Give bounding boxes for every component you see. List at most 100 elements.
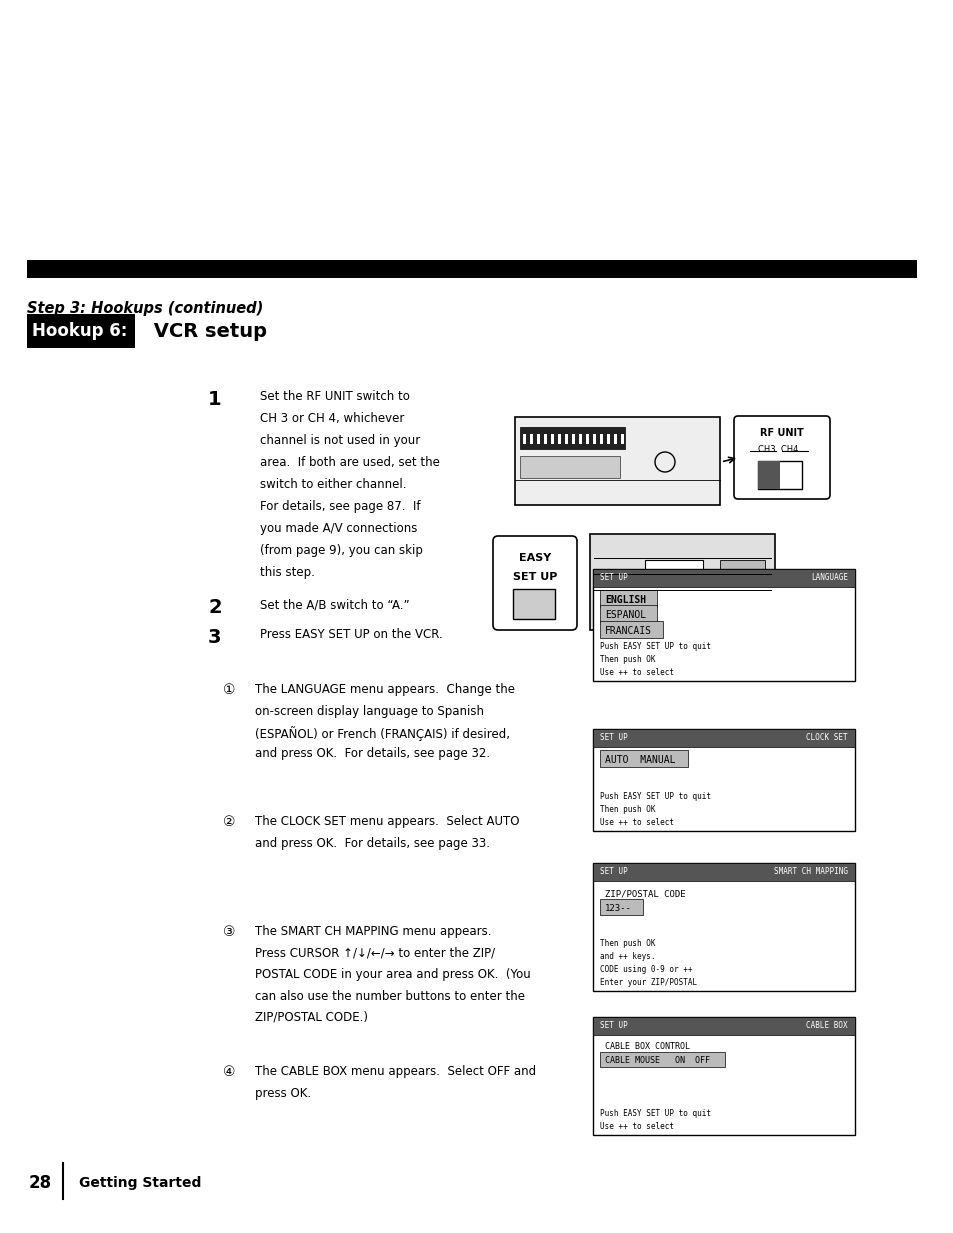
Text: (ESPAÑOL) or French (FRANÇAIS) if desired,: (ESPAÑOL) or French (FRANÇAIS) if desire… [254, 726, 510, 741]
Text: POSTAL CODE in your area and press OK.  (You: POSTAL CODE in your area and press OK. (… [254, 968, 530, 981]
Text: Push EASY SET UP to quit: Push EASY SET UP to quit [599, 1108, 710, 1118]
Text: RF UNIT: RF UNIT [760, 428, 803, 438]
Bar [593, 568, 854, 681]
Text: 1: 1 [208, 390, 221, 409]
Bar [593, 568, 854, 587]
Text: switch to either channel.: switch to either channel. [260, 478, 406, 491]
Text: VCR setup: VCR setup [147, 322, 267, 340]
Text: CH 3 or CH 4, whichever: CH 3 or CH 4, whichever [260, 412, 404, 425]
Text: Then push OK: Then push OK [599, 805, 655, 814]
Text: (from page 9), you can skip: (from page 9), you can skip [260, 544, 422, 557]
Bar [599, 591, 657, 607]
Bar [530, 434, 532, 444]
Text: ENGLISH: ENGLISH [604, 594, 645, 605]
Text: CABLE BOX: CABLE BOX [805, 1021, 847, 1031]
Text: and press OK.  For details, see page 32.: and press OK. For details, see page 32. [254, 747, 490, 761]
Text: ESPANOL: ESPANOL [604, 610, 645, 620]
Bar [593, 729, 854, 746]
Text: Use ++ to select: Use ++ to select [599, 668, 673, 677]
Text: Use ++ to select: Use ++ to select [599, 817, 673, 827]
Bar [593, 434, 595, 444]
Text: ①: ① [223, 683, 235, 697]
Text: FRANCAIS: FRANCAIS [604, 625, 651, 636]
Bar [599, 750, 687, 767]
Text: SET UP: SET UP [599, 867, 627, 877]
Bar [513, 589, 555, 619]
Bar [599, 620, 662, 637]
Text: SMART CH MAPPING: SMART CH MAPPING [773, 867, 847, 877]
Text: SET UP: SET UP [599, 573, 627, 582]
Bar [27, 314, 135, 348]
Text: The SMART CH MAPPING menu appears.: The SMART CH MAPPING menu appears. [254, 925, 491, 938]
Text: Then push OK: Then push OK [599, 938, 655, 947]
Bar [515, 417, 720, 506]
Text: Press CURSOR ↑/↓/←/→ to enter the ZIP/: Press CURSOR ↑/↓/←/→ to enter the ZIP/ [254, 947, 495, 959]
Text: CLOCK SET: CLOCK SET [805, 734, 847, 742]
Text: you made A/V connections: you made A/V connections [260, 522, 417, 535]
Bar [599, 434, 602, 444]
Text: Enter your ZIP/POSTAL: Enter your ZIP/POSTAL [599, 978, 697, 986]
Text: this step.: this step. [260, 566, 314, 580]
FancyBboxPatch shape [493, 536, 577, 630]
Bar [593, 863, 854, 880]
Text: Step 3: Hookups (continued): Step 3: Hookups (continued) [27, 301, 263, 316]
Bar [758, 461, 801, 490]
Bar [519, 456, 619, 478]
Text: ZIP/POSTAL CODE.): ZIP/POSTAL CODE.) [254, 1011, 368, 1023]
Text: SET UP: SET UP [513, 572, 557, 582]
Text: CABLE MOUSE   ON  OFF: CABLE MOUSE ON OFF [604, 1055, 709, 1065]
Text: area.  If both are used, set the: area. If both are used, set the [260, 456, 439, 469]
Text: The CLOCK SET menu appears.  Select AUTO: The CLOCK SET menu appears. Select AUTO [254, 815, 519, 829]
Bar [606, 434, 609, 444]
Text: Push EASY SET UP to quit: Push EASY SET UP to quit [599, 792, 710, 800]
Bar [620, 434, 623, 444]
Text: press OK.: press OK. [254, 1086, 311, 1100]
Bar [644, 560, 702, 586]
Text: EASY: EASY [518, 552, 551, 563]
Text: and press OK.  For details, see page 33.: and press OK. For details, see page 33. [254, 836, 490, 850]
Text: Set the A/B switch to “A.”: Set the A/B switch to “A.” [260, 598, 409, 612]
Bar [578, 434, 581, 444]
FancyBboxPatch shape [733, 416, 829, 499]
Text: 3: 3 [208, 628, 221, 647]
Bar [593, 863, 854, 991]
Text: CABLE BOX CONTROL: CABLE BOX CONTROL [604, 1042, 689, 1052]
Text: Hookup 6:: Hookup 6: [32, 322, 128, 340]
Bar [551, 434, 553, 444]
Text: The LANGUAGE menu appears.  Change the: The LANGUAGE menu appears. Change the [254, 683, 515, 695]
Text: Use ++ to select: Use ++ to select [599, 1122, 673, 1131]
Bar [599, 1052, 724, 1067]
Text: on-screen display language to Spanish: on-screen display language to Spanish [254, 704, 483, 718]
Bar [589, 534, 774, 630]
Bar [572, 434, 574, 444]
Text: The CABLE BOX menu appears.  Select OFF and: The CABLE BOX menu appears. Select OFF a… [254, 1065, 536, 1078]
Bar [522, 434, 525, 444]
Text: Then push OK: Then push OK [599, 655, 655, 663]
Text: AUTO  MANUAL: AUTO MANUAL [604, 755, 675, 764]
Text: Getting Started: Getting Started [79, 1176, 201, 1190]
Bar [758, 461, 780, 490]
Text: Set the RF UNIT switch to: Set the RF UNIT switch to [260, 390, 410, 403]
Text: For details, see page 87.  If: For details, see page 87. If [260, 501, 420, 513]
Bar [599, 899, 642, 915]
Bar [593, 1017, 854, 1136]
Text: ④: ④ [223, 1065, 235, 1079]
Text: channel is not used in your: channel is not used in your [260, 434, 420, 448]
Bar [585, 434, 588, 444]
Text: SET UP: SET UP [599, 1021, 627, 1031]
Text: SET UP: SET UP [599, 734, 627, 742]
Text: and ++ keys.: and ++ keys. [599, 952, 655, 961]
Text: CH3  CH4: CH3 CH4 [757, 445, 798, 454]
Bar [593, 1017, 854, 1034]
Bar [519, 427, 624, 449]
Bar [537, 434, 539, 444]
Bar [593, 729, 854, 831]
Bar [614, 434, 616, 444]
Bar [564, 434, 567, 444]
Bar [543, 434, 546, 444]
Text: 2: 2 [208, 598, 221, 616]
Bar [558, 434, 560, 444]
Text: 28: 28 [29, 1174, 52, 1192]
Text: 123--: 123-- [604, 904, 631, 912]
Text: ZIP/POSTAL CODE: ZIP/POSTAL CODE [604, 889, 685, 898]
